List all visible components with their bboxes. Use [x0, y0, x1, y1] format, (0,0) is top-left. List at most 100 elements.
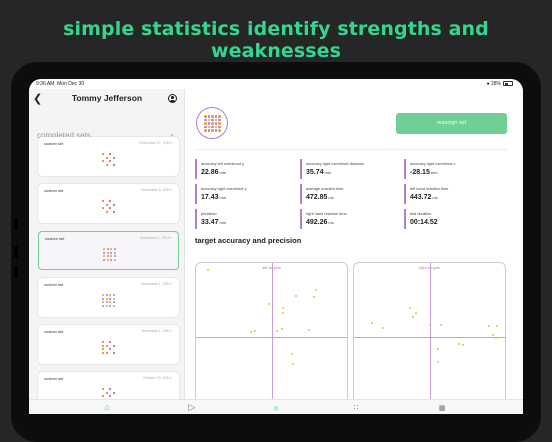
- set-card[interactable]: custom set November 8, 2019 ›: [38, 184, 179, 223]
- reassign-set-button[interactable]: reassign set: [396, 113, 507, 134]
- chevron-down-icon[interactable]: ⌄: [169, 131, 175, 138]
- stat-item: accuracy left overshoot y 22.86mm: [195, 159, 290, 179]
- target-hit-point: [415, 312, 418, 315]
- person-icon[interactable]: [168, 94, 177, 103]
- tab-stats[interactable]: ▩: [422, 402, 462, 413]
- target-hit-point: [291, 353, 294, 356]
- stat-item: accuracy right overshoot y 17.43mm: [195, 184, 290, 204]
- set-card[interactable]: custom set December 27, 2019 ›: [38, 137, 179, 176]
- plot-axis: [196, 337, 347, 338]
- stat-value: 17.43mm: [201, 194, 227, 201]
- set-thumbnail-icon: [103, 248, 117, 262]
- stat-item: left hand reaction time 443.72ms: [404, 184, 499, 204]
- set-card[interactable]: custom set November 1, 2019 ›: [38, 325, 179, 364]
- set-label: custom set: [44, 329, 64, 334]
- target-hit-point: [292, 363, 295, 366]
- stat-value: -28.15mm: [410, 169, 438, 176]
- status-time: 9:36 AM Mon Dec 30: [36, 81, 85, 87]
- set-label: custom set: [44, 376, 64, 381]
- tablet-side-button: [14, 246, 18, 258]
- target-hit-point: [437, 348, 440, 351]
- set-date: October 15, 2019 ›: [143, 376, 173, 380]
- target-hit-point: [382, 327, 385, 330]
- stat-value: 443.72ms: [410, 194, 438, 201]
- tablet-side-button: [14, 218, 18, 230]
- divider: [195, 149, 508, 150]
- target-hit-point: [268, 303, 271, 306]
- stat-label: trial duration: [410, 211, 432, 216]
- stat-value: 22.86mm: [201, 169, 227, 176]
- target-hit-point: [282, 307, 285, 310]
- set-label: custom set: [44, 282, 64, 287]
- stat-item: trial duration 00:14.52: [404, 209, 499, 229]
- stat-label: accuracy right overshoot y: [201, 186, 247, 191]
- target-hit-point: [437, 361, 440, 364]
- tablet-side-button: [14, 266, 18, 278]
- set-date: November 1, 2019 ›: [141, 329, 173, 333]
- set-date: November 8, 2019 ›: [141, 188, 173, 192]
- target-hit-point: [458, 343, 461, 346]
- set-label: custom set: [44, 141, 64, 146]
- target-hit-point: [462, 344, 465, 347]
- stat-label: left hand reaction time: [410, 186, 449, 191]
- target-hit-point: [250, 331, 253, 334]
- stat-label: accuracy left overshoot y: [201, 161, 245, 166]
- stat-item: precision 33.47mm: [195, 209, 290, 229]
- set-card[interactable]: custom set November 1, 2019 ›: [38, 231, 179, 270]
- set-thumbnail-icon: [102, 341, 116, 355]
- target-hit-point: [371, 322, 374, 325]
- stat-label: accuracy right overshoot distance: [306, 161, 364, 166]
- marketing-headline: simple statistics identify strengths and…: [63, 18, 489, 62]
- bar-chart-icon: ▩: [438, 405, 446, 412]
- target-hit-point: [276, 330, 279, 333]
- back-icon[interactable]: ❮: [33, 93, 43, 105]
- chart-title: target accuracy and precision: [195, 236, 302, 245]
- stat-value: 35.74mm: [306, 169, 332, 176]
- sets-icon: ◎: [273, 406, 279, 412]
- play-icon: ▷: [188, 402, 196, 412]
- target-hit-point: [282, 312, 285, 315]
- set-label: custom set: [44, 188, 64, 193]
- section-title: completed sets: [37, 131, 91, 140]
- left-targets-plot: left targets: [195, 262, 348, 412]
- tab-grid[interactable]: ∷: [336, 402, 376, 413]
- stat-item: right hand reaction time 492.26ms: [300, 209, 395, 229]
- stat-value: 492.26ms: [306, 219, 334, 226]
- stat-item: average reaction time 472.85ms: [300, 184, 395, 204]
- set-date: December 27, 2019 ›: [139, 141, 173, 145]
- target-hit-point: [315, 289, 318, 292]
- target-hit-point: [496, 325, 499, 328]
- set-thumbnail-icon: [102, 200, 116, 214]
- target-hit-point: [409, 307, 412, 310]
- plot-axis: [354, 337, 505, 338]
- plot-title: right targets: [418, 265, 441, 270]
- battery-icon: [503, 81, 513, 87]
- target-hit-point: [313, 296, 316, 299]
- target-hit-point: [308, 329, 311, 332]
- main-panel: reassign set accuracy left overshoot y 22…: [186, 89, 523, 412]
- stat-label: average reaction time: [306, 186, 344, 191]
- target-hit-point: [495, 337, 498, 340]
- target-hit-point: [492, 334, 495, 337]
- tab-bar: ⌂ ▷ ◎sets ∷ ▩: [29, 399, 523, 414]
- stat-value: 00:14.52: [410, 219, 438, 226]
- app-screen: 9:36 AM Mon Dec 30 ● 28% ❮ Tommy Jeffers…: [29, 79, 523, 414]
- plot-title: left targets: [262, 265, 281, 270]
- tab-sets[interactable]: ◎sets: [256, 402, 296, 414]
- sidebar: ❮ Tommy Jefferson completed sets ⌄ custo…: [29, 89, 185, 411]
- stat-label: right hand reaction time: [306, 211, 347, 216]
- set-date: November 1, 2019 ›: [141, 282, 173, 286]
- target-hit-point: [440, 324, 443, 327]
- target-hit-point: [207, 269, 210, 272]
- stat-label: precision: [201, 211, 217, 216]
- set-thumbnail-icon: [102, 153, 116, 167]
- grid-icon: ∷: [353, 403, 359, 412]
- stat-value: 33.47mm: [201, 219, 227, 226]
- set-date: November 1, 2019 ›: [140, 236, 172, 240]
- set-label: custom set: [45, 236, 65, 241]
- stat-value: 472.85ms: [306, 194, 334, 201]
- set-card[interactable]: custom set November 1, 2019 ›: [38, 278, 179, 317]
- tab-play[interactable]: ▷: [172, 402, 212, 413]
- tab-home[interactable]: ⌂: [87, 402, 127, 413]
- status-bar: 9:36 AM Mon Dec 30 ● 28%: [29, 79, 523, 89]
